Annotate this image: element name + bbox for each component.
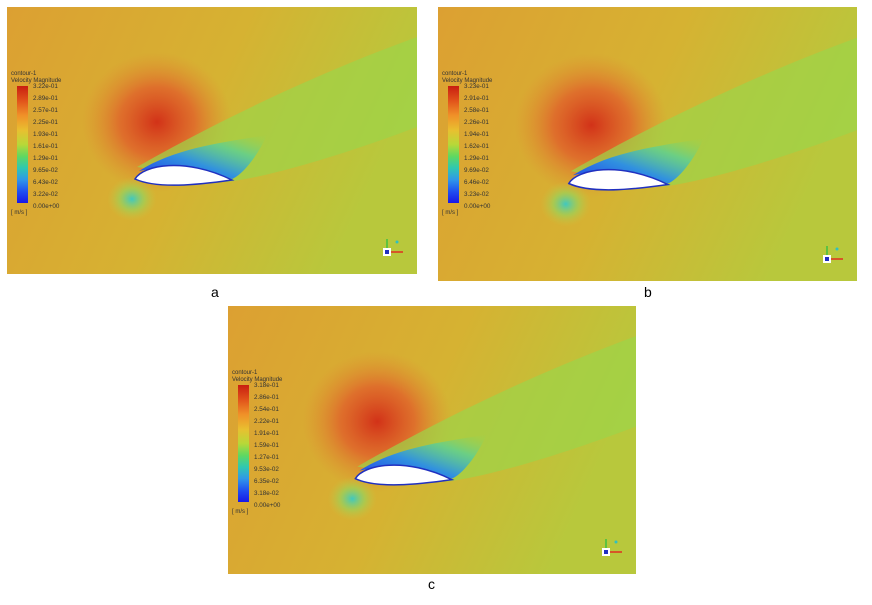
legend-tick: 1.27e-01 bbox=[254, 454, 279, 461]
legend-tick: 2.57e-01 bbox=[33, 107, 58, 114]
legend-tick: 1.94e-01 bbox=[464, 131, 489, 138]
color-legend: contour-1 Velocity Magnitude 3.23e-01 2.9… bbox=[442, 71, 493, 216]
legend-unit: [ m/s ] bbox=[11, 210, 28, 216]
legend-tick: 1.61e-01 bbox=[33, 143, 58, 150]
axis-triad-icon bbox=[823, 246, 843, 263]
contour-panel-a: contour-1 Velocity Magnitude 3.22e-01 2.8… bbox=[7, 7, 417, 274]
legend-subtitle: Velocity Magnitude bbox=[442, 78, 493, 84]
color-legend: contour-1 Velocity Magnitude 3.22e-01 2.8… bbox=[11, 71, 62, 216]
legend-tick: 2.86e-01 bbox=[254, 394, 279, 401]
legend-tick: 2.25e-01 bbox=[33, 119, 58, 126]
legend-tick: 9.53e-02 bbox=[254, 466, 279, 473]
legend-tick: 6.43e-02 bbox=[33, 179, 58, 186]
color-legend: contour-1 Velocity Magnitude 3.18e-01 2.8… bbox=[232, 370, 283, 515]
legend-unit: [ m/s ] bbox=[232, 509, 249, 515]
legend-tick: 1.91e-01 bbox=[254, 430, 279, 437]
legend-tick: 2.54e-01 bbox=[254, 406, 279, 413]
panel-caption: c bbox=[428, 576, 435, 592]
legend-tick: 0.00e+00 bbox=[254, 502, 281, 509]
axis-triad-icon bbox=[383, 239, 403, 256]
legend-tick: 2.22e-01 bbox=[254, 418, 279, 425]
legend-tick: 1.93e-01 bbox=[33, 131, 58, 138]
legend-tick: 9.69e-02 bbox=[464, 167, 489, 174]
legend-tick: 1.29e-01 bbox=[33, 155, 58, 162]
legend-unit: [ m/s ] bbox=[442, 210, 459, 216]
legend-tick: 2.58e-01 bbox=[464, 107, 489, 114]
airfoil bbox=[354, 464, 455, 486]
legend-tick: 3.22e-02 bbox=[33, 191, 58, 198]
legend-tick: 2.89e-01 bbox=[33, 95, 58, 102]
velocity-contour-field bbox=[438, 7, 857, 281]
legend-tick: 1.62e-01 bbox=[464, 143, 489, 150]
legend-title: contour-1 bbox=[11, 71, 37, 77]
panel-caption: b bbox=[644, 284, 652, 300]
legend-tick: 3.23e-01 bbox=[464, 83, 489, 90]
legend-tick: 6.35e-02 bbox=[254, 478, 279, 485]
legend-tick: 1.59e-01 bbox=[254, 442, 279, 449]
legend-tick: 2.26e-01 bbox=[464, 119, 489, 126]
legend-tick: 3.18e-01 bbox=[254, 382, 279, 389]
legend-title: contour-1 bbox=[232, 370, 258, 376]
contour-panel-b: contour-1 Velocity Magnitude 3.23e-01 2.9… bbox=[438, 7, 857, 281]
legend-title: contour-1 bbox=[442, 71, 468, 77]
contour-panel-c: contour-1 Velocity Magnitude 3.18e-01 2.8… bbox=[228, 306, 636, 574]
legend-tick: 0.00e+00 bbox=[33, 203, 60, 210]
panel-caption: a bbox=[211, 284, 219, 300]
airfoil bbox=[133, 164, 235, 186]
legend-tick: 3.22e-01 bbox=[33, 83, 58, 90]
axis-triad-icon bbox=[602, 539, 622, 556]
color-bar bbox=[238, 385, 249, 502]
legend-tick: 0.00e+00 bbox=[464, 203, 491, 210]
color-bar bbox=[448, 86, 459, 203]
legend-tick: 3.23e-02 bbox=[464, 191, 489, 198]
velocity-contour-field bbox=[7, 7, 417, 274]
legend-tick: 1.29e-01 bbox=[464, 155, 489, 162]
legend-tick: 9.65e-02 bbox=[33, 167, 58, 174]
color-bar bbox=[17, 86, 28, 203]
legend-tick: 3.18e-02 bbox=[254, 490, 279, 497]
legend-subtitle: Velocity Magnitude bbox=[232, 377, 283, 383]
airfoil bbox=[567, 168, 671, 191]
legend-subtitle: Velocity Magnitude bbox=[11, 78, 62, 84]
velocity-contour-field bbox=[228, 306, 636, 574]
legend-tick: 6.46e-02 bbox=[464, 179, 489, 186]
legend-tick: 2.91e-01 bbox=[464, 95, 489, 102]
